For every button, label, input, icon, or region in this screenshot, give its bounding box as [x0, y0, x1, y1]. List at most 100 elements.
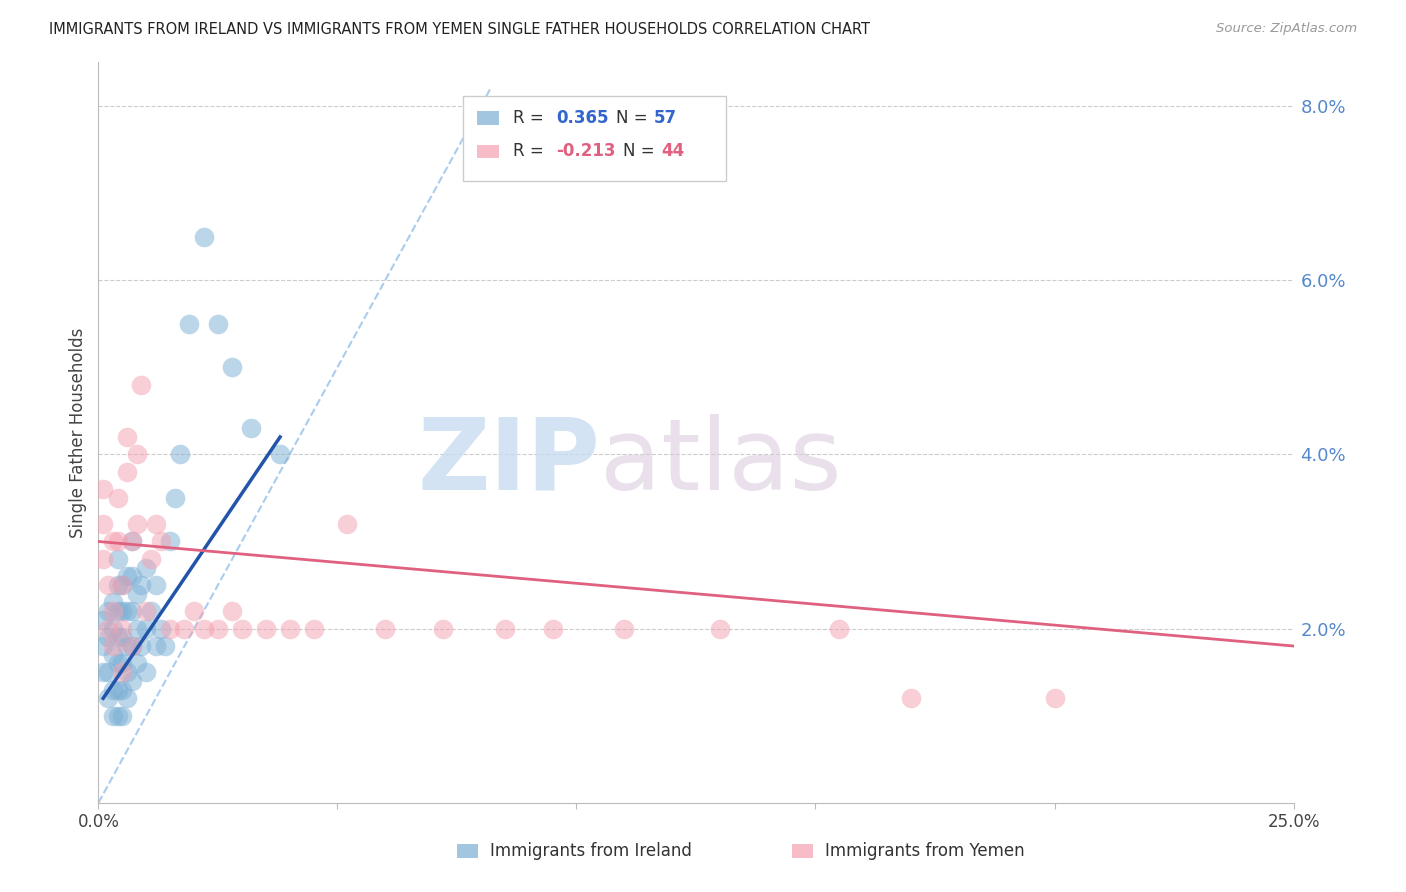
Point [193, 622, 215, 636]
Point [107, 604, 129, 618]
Point [111, 604, 134, 618]
Point [159, 622, 181, 636]
Point [91, 639, 114, 653]
Point [115, 604, 138, 618]
Point [101, 682, 124, 697]
Point [91, 517, 114, 532]
Point [135, 665, 157, 680]
FancyBboxPatch shape [477, 112, 499, 125]
Point [231, 622, 253, 636]
Point [169, 447, 191, 461]
Point [183, 604, 205, 618]
Point [91, 613, 114, 627]
Point [131, 578, 153, 592]
FancyBboxPatch shape [477, 145, 499, 158]
Point [149, 534, 172, 549]
Point [121, 673, 143, 688]
Point [139, 604, 162, 618]
Point [111, 630, 134, 644]
Point [135, 560, 157, 574]
Point [115, 430, 138, 444]
FancyBboxPatch shape [792, 844, 813, 857]
Point [828, 622, 851, 636]
Point [613, 622, 636, 636]
Point [115, 665, 138, 680]
Text: 57: 57 [654, 109, 678, 127]
Point [900, 691, 922, 706]
Point [121, 604, 143, 618]
Text: 0.365: 0.365 [557, 109, 609, 127]
Point [97, 630, 120, 644]
Point [207, 622, 229, 636]
Point [173, 622, 195, 636]
Point [111, 657, 134, 671]
Point [145, 578, 167, 592]
Point [91, 552, 114, 566]
Point [278, 622, 301, 636]
Point [97, 622, 120, 636]
Point [111, 622, 134, 636]
Point [101, 622, 124, 636]
Text: N =: N = [616, 109, 652, 127]
Point [1043, 691, 1066, 706]
Point [240, 421, 263, 435]
Point [121, 534, 143, 549]
Point [145, 639, 167, 653]
Point [101, 604, 124, 618]
Point [107, 552, 129, 566]
Point [302, 622, 325, 636]
Text: R =: R = [513, 143, 550, 161]
Point [121, 639, 143, 653]
Point [125, 622, 148, 636]
Point [97, 665, 120, 680]
Point [107, 578, 129, 592]
Point [125, 587, 148, 601]
Point [97, 578, 120, 592]
Point [139, 552, 162, 566]
Text: Immigrants from Yemen: Immigrants from Yemen [825, 842, 1025, 860]
Point [269, 447, 291, 461]
Point [107, 708, 129, 723]
Point [145, 517, 167, 532]
Point [193, 229, 215, 244]
Point [221, 604, 243, 618]
Point [135, 622, 157, 636]
Point [107, 682, 129, 697]
Point [111, 708, 134, 723]
Point [709, 622, 731, 636]
Point [115, 639, 138, 653]
Point [159, 534, 181, 549]
Point [121, 534, 143, 549]
FancyBboxPatch shape [463, 95, 725, 181]
Point [254, 622, 277, 636]
Text: 44: 44 [661, 143, 685, 161]
Text: IMMIGRANTS FROM IRELAND VS IMMIGRANTS FROM YEMEN SINGLE FATHER HOUSEHOLDS CORREL: IMMIGRANTS FROM IRELAND VS IMMIGRANTS FR… [49, 22, 870, 37]
Point [107, 657, 129, 671]
Point [111, 578, 134, 592]
Text: -0.213: -0.213 [557, 143, 616, 161]
Point [432, 622, 454, 636]
Point [107, 491, 129, 505]
FancyBboxPatch shape [457, 844, 478, 857]
Point [101, 648, 124, 662]
Point [101, 639, 124, 653]
Point [336, 517, 359, 532]
Text: R =: R = [513, 109, 550, 127]
Point [111, 682, 134, 697]
Text: Immigrants from Ireland: Immigrants from Ireland [491, 842, 692, 860]
Point [131, 639, 153, 653]
Point [101, 595, 124, 609]
Y-axis label: Single Father Households: Single Father Households [69, 327, 87, 538]
Point [125, 657, 148, 671]
Point [163, 491, 186, 505]
Point [91, 665, 114, 680]
Point [115, 691, 138, 706]
Point [155, 639, 177, 653]
Point [121, 639, 143, 653]
Point [221, 360, 243, 375]
Point [107, 534, 129, 549]
Text: atlas: atlas [600, 414, 842, 511]
Point [111, 665, 134, 680]
Point [101, 534, 124, 549]
Point [125, 517, 148, 532]
